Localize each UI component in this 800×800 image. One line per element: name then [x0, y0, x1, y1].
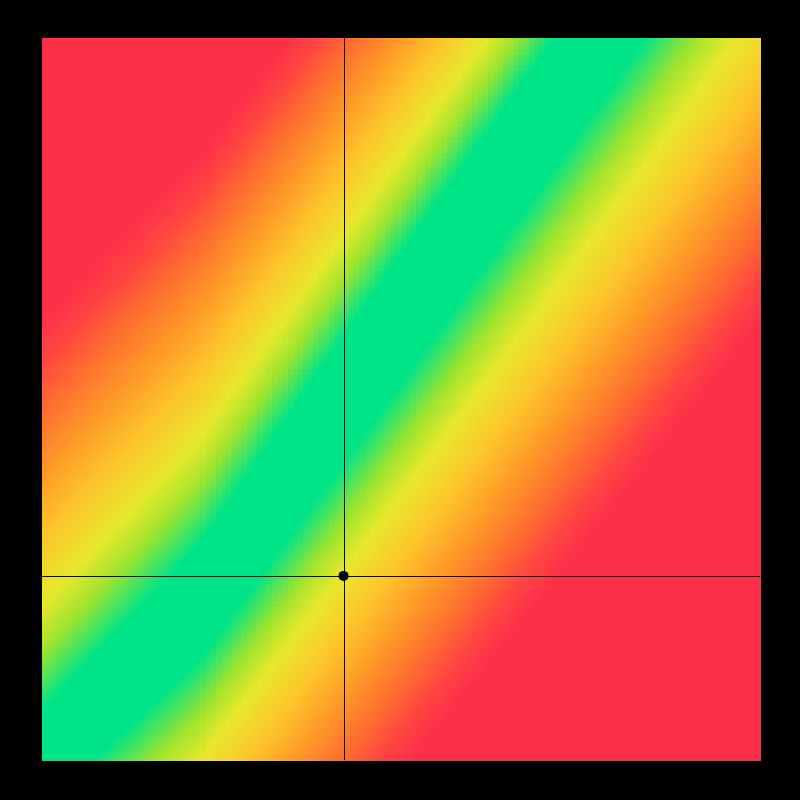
chart-container: TheBottleneck.com — [0, 0, 800, 800]
bottleneck-heatmap — [0, 0, 800, 800]
